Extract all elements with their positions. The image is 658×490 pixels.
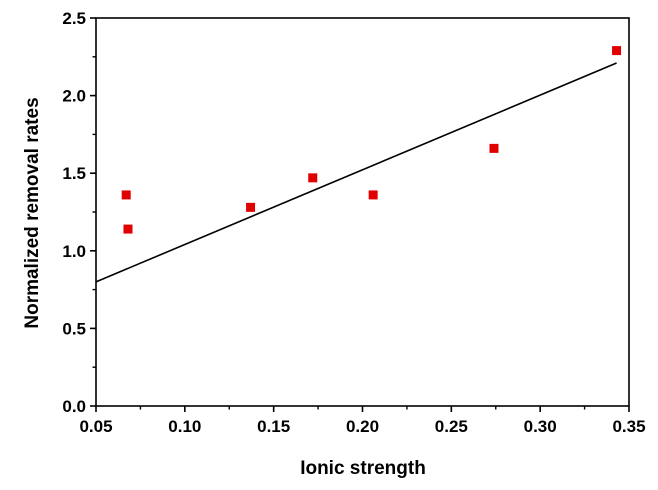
x-tick-label: 0.15 xyxy=(257,417,290,436)
y-tick-label: 2.0 xyxy=(62,87,86,106)
data-point xyxy=(308,173,318,183)
x-tick-label: 0.05 xyxy=(79,417,112,436)
y-tick-label: 0.0 xyxy=(62,397,86,416)
plot-area: 0.05 0.10 0.15 0.20 0.25 0.30 0.35 0.0 0.5 1.0 1.5… xyxy=(62,9,645,436)
y-tick-label: 0.5 xyxy=(62,319,86,338)
x-axis-title: Ionic strength xyxy=(300,458,426,479)
x-tick-label: 0.35 xyxy=(612,417,645,436)
data-point xyxy=(489,143,499,153)
y-tick-label: 1.5 xyxy=(62,164,86,183)
x-tick-label: 0.20 xyxy=(346,417,379,436)
y-tick-label: 1.0 xyxy=(62,242,86,261)
data-point xyxy=(368,190,378,200)
x-tick-label: 0.10 xyxy=(168,417,201,436)
data-point xyxy=(246,202,256,212)
fit-line xyxy=(95,62,617,283)
data-point xyxy=(123,224,133,234)
data-point xyxy=(612,46,622,56)
y-axis-title: Normalized removal rates xyxy=(22,97,43,328)
data-point xyxy=(121,190,131,200)
x-tick-label: 0.25 xyxy=(435,417,468,436)
x-tick-label: 0.30 xyxy=(524,417,557,436)
y-tick-label: 2.5 xyxy=(62,9,86,28)
